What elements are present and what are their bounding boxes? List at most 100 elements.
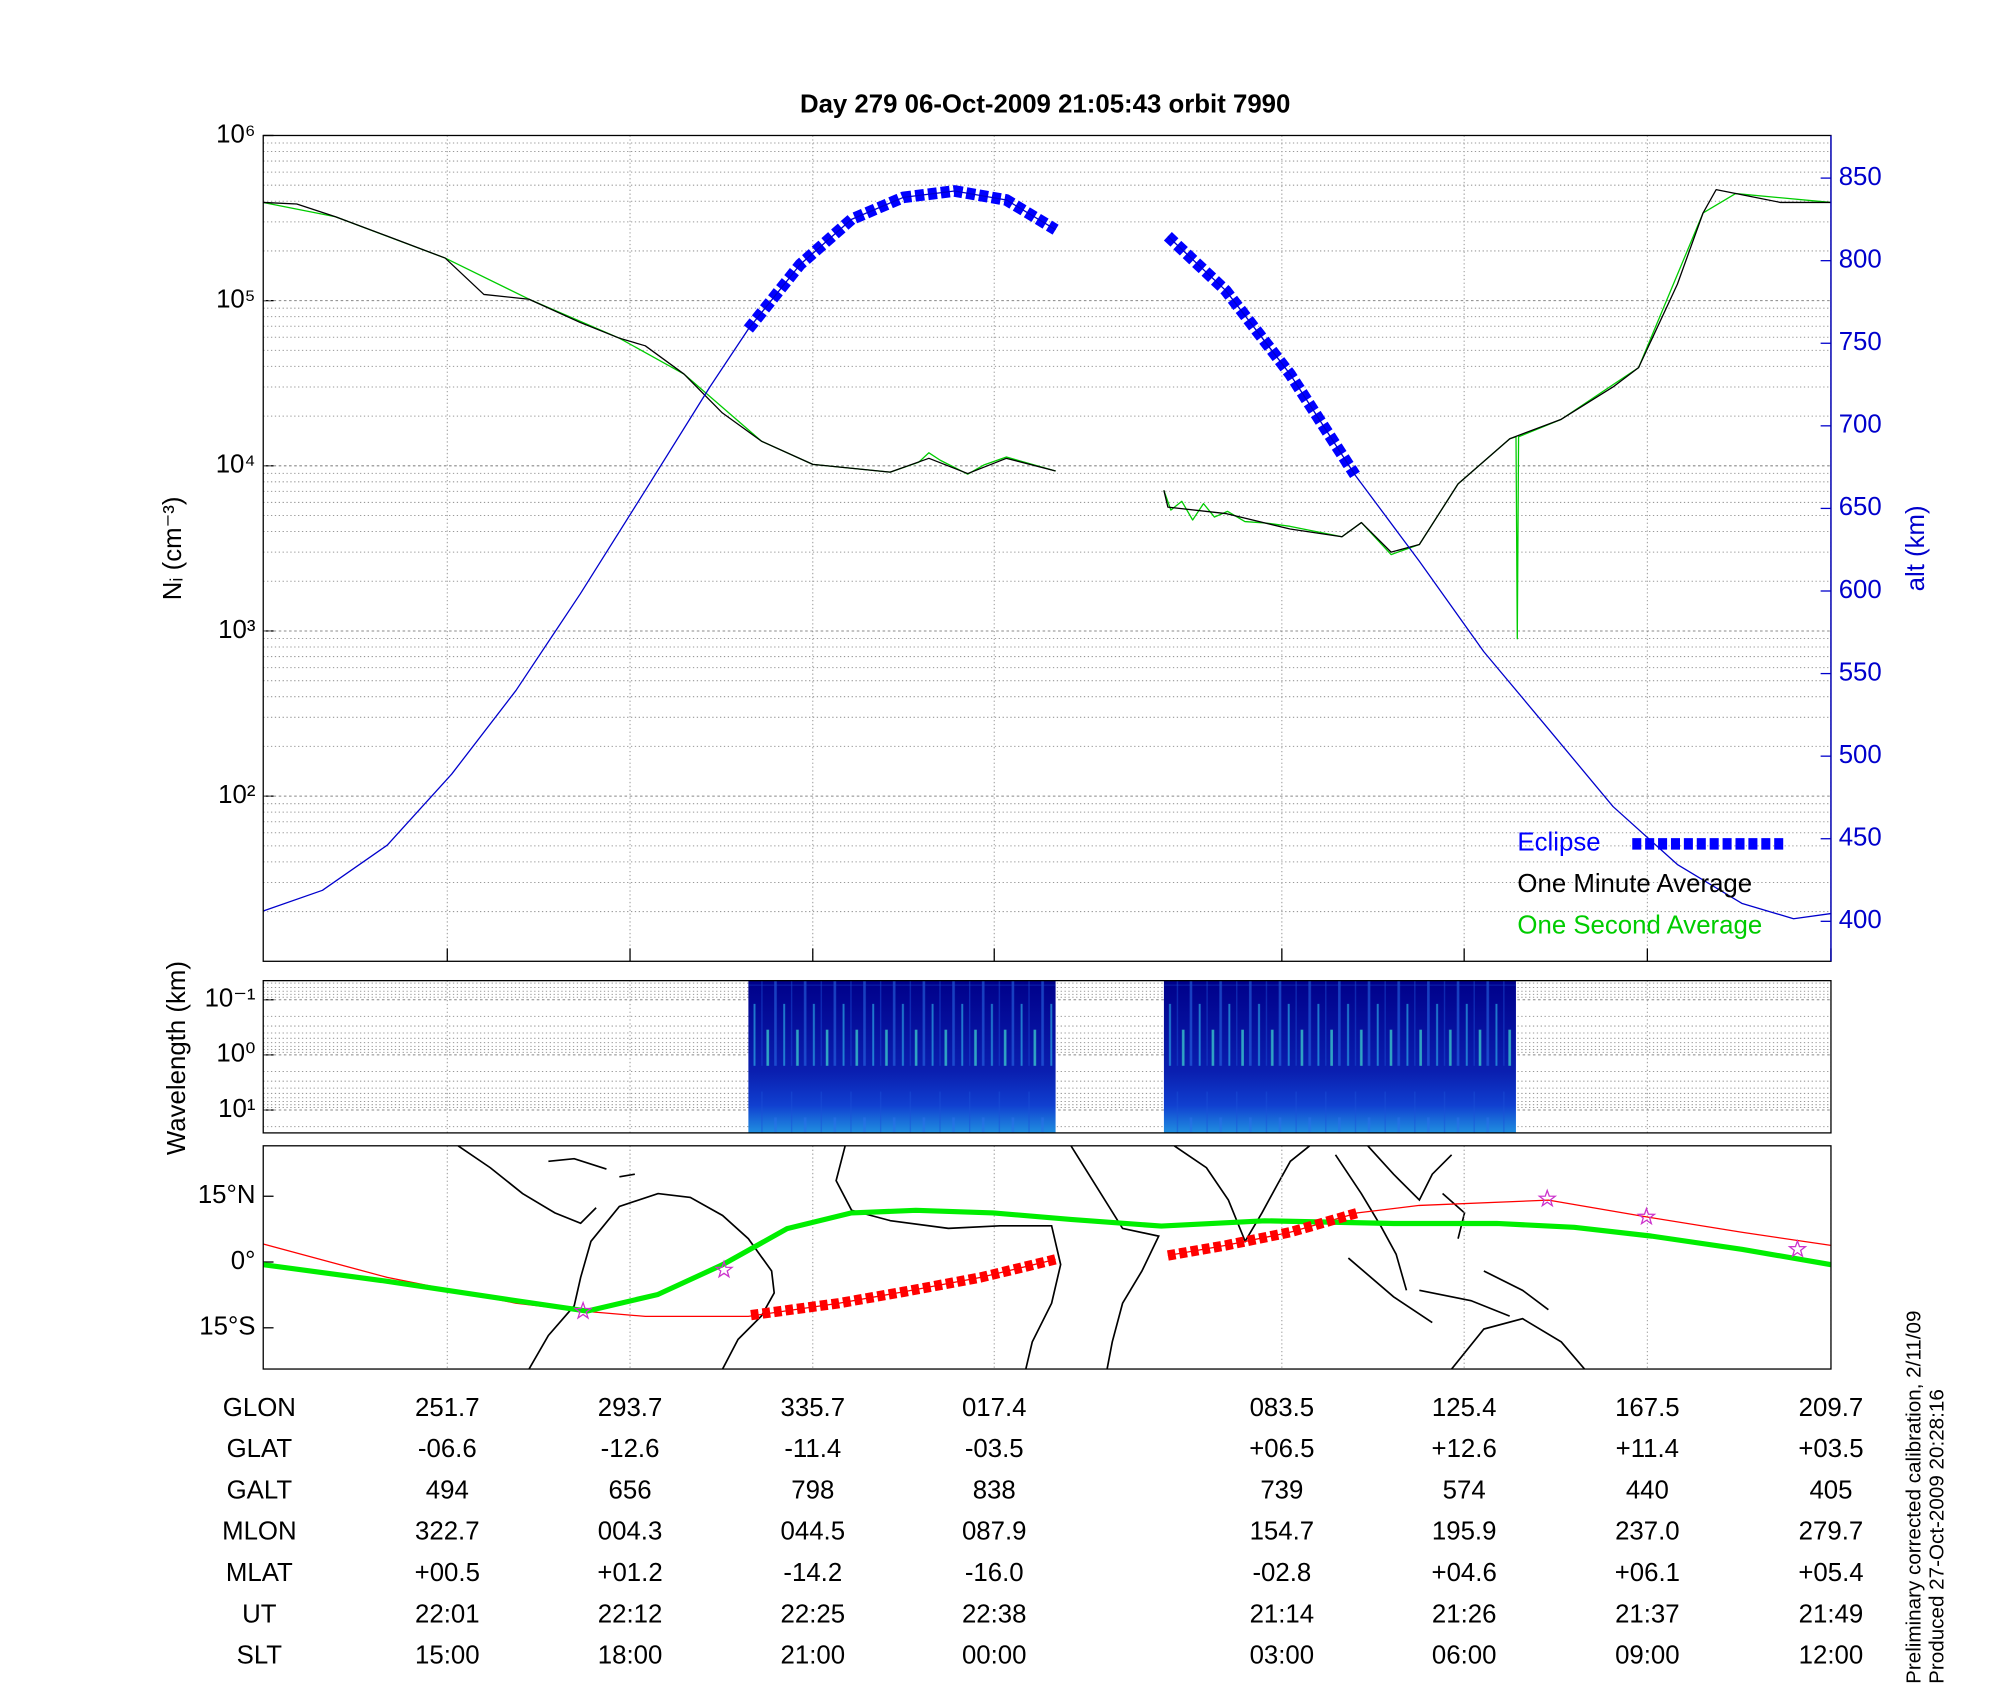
plot-frame [262,1145,1832,1370]
tracks [263,1188,1831,1321]
table-cell: 440 [1626,1476,1669,1504]
table-cell: 087.9 [962,1518,1027,1546]
table-cell: 494 [426,1476,469,1504]
table-cell: 083.5 [1250,1394,1315,1422]
table-cell: 03:00 [1250,1642,1315,1670]
table-cell: 798 [791,1476,834,1504]
y2-tick-label: 400 [1839,906,1882,934]
table-cell: 22:01 [415,1600,480,1628]
y2-tick-label: 750 [1839,328,1882,356]
y-tick-label: 10² [218,781,256,809]
y-tick-label: 10⁰ [216,1040,255,1068]
track-line [750,1207,1359,1321]
table-row-label: SLT [237,1642,283,1670]
table-cell: -12.6 [601,1435,660,1463]
spectrogram-texture [748,980,1056,1133]
table-cell: -03.5 [965,1435,1024,1463]
coastline [457,1145,597,1225]
table-cell: 12:00 [1799,1642,1864,1670]
y-tick-label: 10⁻¹ [205,985,256,1013]
table-row-label: MLON [222,1518,297,1546]
y2-tick-label: 800 [1839,245,1882,273]
table-cell: +04.6 [1432,1559,1497,1587]
y2-tick-label: 700 [1839,411,1882,439]
series-line [743,185,1360,478]
coastline [1450,1317,1586,1370]
table-cell: 574 [1443,1476,1486,1504]
legend-label: Eclipse [1517,829,1600,857]
table-cell: 279.7 [1799,1518,1864,1546]
table-cell: 017.4 [962,1394,1027,1422]
track-star [1787,1238,1808,1258]
table-cell: 167.5 [1615,1394,1680,1422]
track-star [714,1259,734,1279]
axis-label: Wavelength (km) [163,961,191,1155]
table-cell: 656 [609,1476,652,1504]
table-cell: 335.7 [781,1394,846,1422]
table-cell: -02.8 [1252,1559,1311,1587]
coastline [1334,1154,1510,1324]
table-cell: 21:37 [1615,1600,1680,1628]
table-cell: 154.7 [1250,1518,1315,1546]
y-tick-label: 10⁶ [216,120,255,148]
table-cell: 21:00 [781,1642,846,1670]
table-cell: 322.7 [415,1518,480,1546]
table-cell: +01.2 [597,1559,662,1587]
table-row-label: GLON [223,1394,296,1422]
table-cell: 293.7 [598,1394,663,1422]
y2-tick-label: 500 [1839,741,1882,769]
y-tick-label: 15°N [198,1181,256,1209]
y-tick-label: 10¹ [218,1095,256,1123]
axis-label: Nᵢ (cm⁻³) [159,497,187,601]
table-cell: 125.4 [1432,1394,1497,1422]
table-cell: 18:00 [598,1642,663,1670]
footnote: Produced 27-Oct-2009 20:28:16 [1926,1389,1949,1684]
table-cell: +05.4 [1798,1559,1863,1587]
coastline [1367,1145,1549,1311]
y-tick-label: 15°S [199,1313,255,1341]
axis-label: alt (km) [1902,505,1930,591]
table-cell: 195.9 [1432,1518,1497,1546]
y2-tick-label: 600 [1839,576,1882,604]
table-cell: +00.5 [415,1559,480,1587]
track-star [573,1300,593,1320]
table-cell: 00:00 [962,1642,1027,1670]
y2-tick-label: 450 [1839,824,1882,852]
coastline [1070,1145,1160,1370]
table-cell: 237.0 [1615,1518,1680,1546]
track-star [1636,1206,1657,1226]
y-tick-label: 0° [231,1247,256,1275]
table-cell: -16.0 [965,1559,1024,1587]
table-cell: 06:00 [1432,1642,1497,1670]
table-cell: -14.2 [783,1559,842,1587]
table-row-label: GLAT [227,1435,293,1463]
coastlines [457,1145,1586,1370]
table-cell: -11.4 [784,1435,841,1463]
table-cell: 739 [1260,1476,1303,1504]
series-line [263,189,1831,553]
coastline [835,1145,1062,1370]
chart-title: Day 279 06-Oct-2009 21:05:43 orbit 7990 [800,91,1290,119]
coastline [1173,1145,1311,1244]
table-cell: 21:14 [1250,1600,1315,1628]
table-cell: 044.5 [781,1518,846,1546]
table-cell: 21:26 [1432,1600,1497,1628]
table-cell: 09:00 [1615,1642,1680,1670]
coastline [528,1192,776,1370]
legend-label: One Second Average [1517,911,1762,939]
track-star [1537,1188,1558,1208]
table-cell: 22:12 [598,1600,663,1628]
table-cell: -06.6 [418,1435,477,1463]
table-cell: 251.7 [415,1394,480,1422]
table-cell: +03.5 [1798,1435,1863,1463]
y2-tick-label: 550 [1839,658,1882,686]
series-line [263,190,1831,920]
table-cell: 209.7 [1799,1394,1864,1422]
table-cell: 838 [973,1476,1016,1504]
y-tick-label: 10⁵ [216,285,255,313]
y-tick-label: 10⁴ [216,451,256,479]
table-row-label: UT [242,1600,277,1628]
coastline [548,1157,635,1178]
